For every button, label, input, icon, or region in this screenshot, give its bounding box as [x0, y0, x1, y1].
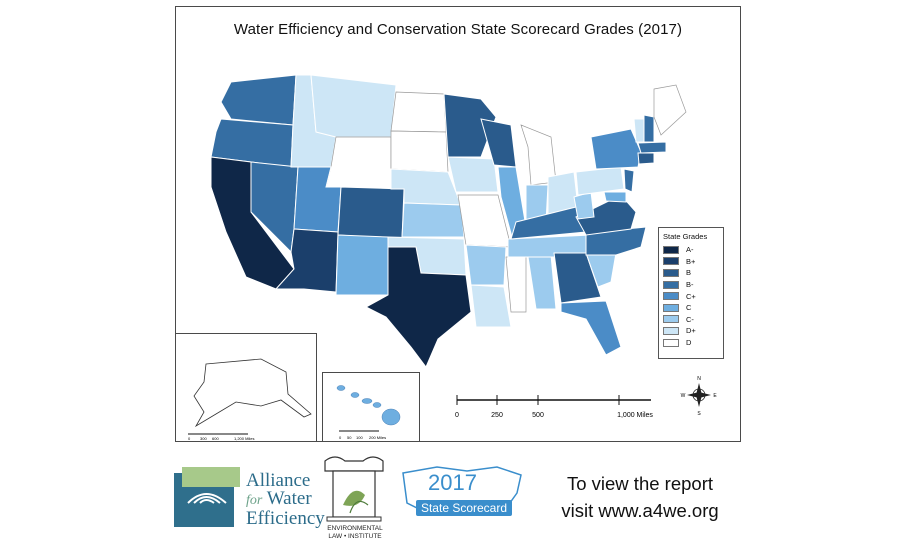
legend-label: A-: [686, 245, 694, 255]
state-alabama: [527, 254, 557, 310]
legend-row-D+: D+: [663, 325, 719, 337]
state-wyoming: [325, 136, 392, 193]
alaska-scale-0: 0: [188, 436, 191, 441]
state-michigan: [520, 124, 557, 186]
legend-swatch: [663, 303, 679, 312]
legend-label: B: [686, 268, 692, 278]
state-kansas: [401, 202, 465, 238]
state-arkansas: [465, 244, 507, 286]
legend-swatch: [663, 257, 679, 266]
alaska-scale-300: 300: [200, 436, 207, 441]
scale-label-0: 0: [455, 412, 459, 419]
state-new-jersey: [623, 168, 635, 193]
legend: State Grades A- B+ B B- C+ C C- D+ D: [658, 227, 724, 359]
awe-line3: Efficiency: [246, 508, 325, 529]
scale-label-250: 250: [491, 412, 503, 419]
state-north-carolina: [585, 226, 647, 256]
legend-swatch: [663, 292, 679, 301]
hawaii-scale-0: 0: [339, 435, 342, 440]
state-alaska: [193, 358, 312, 428]
eli-line1: ENVIRONMENTAL: [327, 525, 383, 532]
compass-icon: N S E W: [681, 376, 718, 417]
state-florida: [560, 300, 622, 356]
awe-logo-icon: [174, 467, 240, 527]
state-pennsylvania: [575, 166, 625, 196]
us-states-map: 0 250 500 1,000 Miles N S E W: [210, 74, 718, 419]
alaska-scale-1200: 1,200 Miles: [234, 436, 254, 441]
awe-wordmark: Alliance for Water Efficiency: [246, 470, 325, 529]
state-washington: [220, 74, 297, 126]
state-georgia: [553, 252, 602, 304]
legend-swatch: [663, 268, 679, 277]
legend-swatch: [663, 280, 679, 289]
compass-w: W: [681, 393, 686, 399]
alaska-scale-600: 600: [212, 436, 219, 441]
legend-swatch: [663, 338, 679, 347]
scorecard-year: 2017: [428, 470, 477, 495]
eli-line2: LAW • INSTITUTE: [328, 533, 382, 540]
legend-label: C-: [686, 314, 694, 324]
hawaii-inset: 0 50 100 200 Miles: [322, 372, 420, 441]
eli-wordmark: ENVIRONMENTAL LAW • INSTITUTE: [318, 525, 392, 541]
legend-row-B+: B+: [663, 256, 719, 268]
hawaii-scale-100: 100: [356, 435, 363, 440]
cta: To view the report visit www.a4we.org: [550, 470, 730, 524]
map-title: Water Efficiency and Conservation State …: [233, 21, 683, 38]
legend-label: B+: [686, 256, 696, 266]
compass-s: S: [697, 411, 701, 417]
legend-label: D: [686, 338, 692, 348]
compass-n: N: [697, 376, 701, 382]
awe-for: for: [246, 493, 263, 508]
scale-label-500: 500: [532, 412, 544, 419]
hawaii-scale-200: 200 Miles: [369, 435, 386, 440]
legend-label: B-: [686, 280, 694, 290]
compass-e: E: [713, 393, 717, 399]
scorecard-label: State Scorecard: [416, 500, 512, 516]
state-maine: [653, 84, 687, 136]
state-connecticut: [637, 152, 655, 165]
legend-row-B: B: [663, 267, 719, 279]
alaska-inset: 0 300 600 1,200 Miles: [176, 333, 317, 441]
legend-row-A-: A-: [663, 244, 719, 256]
state-mississippi: [505, 256, 527, 313]
legend-row-C+: C+: [663, 290, 719, 302]
cta-line1: To view the report: [566, 473, 713, 494]
map-frame: Water Efficiency and Conservation State …: [175, 6, 741, 442]
state-west-virginia: [573, 191, 595, 220]
legend-title: State Grades: [663, 232, 708, 241]
legend-row-B-: B-: [663, 279, 719, 291]
legend-row-C-: C-: [663, 314, 719, 326]
scale-bar: 0 250 500 1,000 Miles: [455, 395, 653, 419]
state-iowa: [447, 156, 499, 193]
legend-row-D: D: [663, 337, 719, 349]
state-vermont: [633, 118, 645, 143]
legend-swatch: [663, 245, 679, 254]
legend-label: C+: [686, 291, 696, 301]
state-maryland: [603, 191, 627, 203]
legend-swatch: [663, 326, 679, 335]
legend-swatch: [663, 315, 679, 324]
state-hawaii: [336, 385, 401, 426]
state-colorado: [337, 186, 405, 240]
state-new-hampshire: [643, 114, 655, 143]
state-louisiana: [470, 284, 512, 328]
hawaii-scale-50: 50: [347, 435, 352, 440]
state-north-dakota: [390, 91, 447, 133]
legend-label: C: [686, 303, 692, 313]
scale-label-1000: 1,000 Miles: [617, 412, 653, 419]
awe-line1: Alliance: [246, 470, 311, 491]
legend-row-C: C: [663, 302, 719, 314]
state-montana: [310, 74, 397, 138]
state-south-dakota: [390, 130, 449, 173]
legend-label: D+: [686, 326, 696, 336]
eli-pillar-icon: [324, 456, 384, 522]
state-new-york: [590, 128, 642, 170]
state-massachusetts: [637, 141, 667, 154]
cta-line2[interactable]: visit www.a4we.org: [561, 500, 719, 521]
state-new-mexico: [335, 234, 389, 296]
state-texas: [364, 246, 472, 368]
awe-line2: Water: [266, 488, 312, 509]
